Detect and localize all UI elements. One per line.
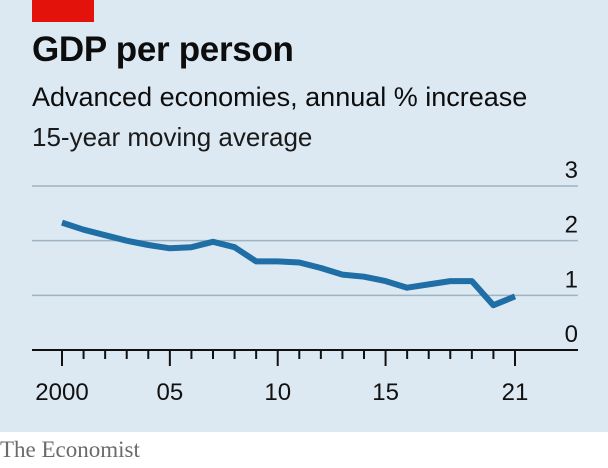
chart-subtitle: Advanced economies, annual % increase	[32, 82, 528, 112]
x-tick-label: 2000	[35, 379, 88, 406]
y-tick-label: 2	[565, 212, 578, 239]
x-tick-label: 10	[264, 379, 291, 406]
red-tag-logo	[32, 0, 94, 22]
source-credit: The Economist	[0, 437, 140, 462]
y-tick-label: 3	[565, 157, 578, 184]
x-tick-label: 05	[157, 379, 184, 406]
y-tick-label: 1	[565, 266, 578, 293]
y-tick-label: 0	[565, 321, 578, 348]
line-chart: 0 1 2 3 2000 05 10 15 21	[32, 157, 578, 406]
chart-note: 15-year moving average	[32, 122, 313, 152]
series-line	[61, 219, 517, 309]
x-tick-label: 21	[502, 379, 529, 406]
chart-title: GDP per person	[32, 30, 294, 69]
x-tick-label: 15	[372, 379, 399, 406]
chart-panel: GDP per person Advanced economies, annua…	[0, 0, 608, 432]
